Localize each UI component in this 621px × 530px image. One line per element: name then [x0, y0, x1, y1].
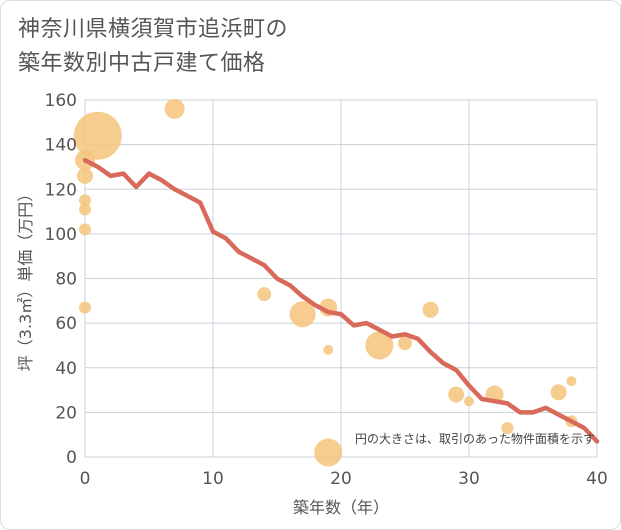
bubble-point [79, 194, 91, 207]
y-tick-label: 120 [45, 180, 77, 200]
bubble-point [422, 301, 439, 318]
chart-title-line-2: 築年数別中古戸建て価格 [18, 51, 266, 76]
bubble-point [464, 396, 474, 407]
bubble-point [79, 301, 91, 314]
bubble-point [323, 344, 334, 355]
x-tick-label: 10 [202, 469, 224, 489]
bubble-point [289, 301, 316, 328]
bubble-point [77, 167, 93, 184]
y-tick-label: 160 [45, 91, 77, 111]
x-axis-ticks: 0 10 20 30 40 [80, 469, 608, 489]
y-tick-label: 100 [45, 225, 77, 245]
x-tick-label: 20 [330, 469, 352, 489]
y-tick-label: 60 [55, 314, 77, 334]
x-axis-label: 築年数（年） [293, 498, 389, 517]
bubble-point [398, 336, 412, 351]
bubble-point [448, 386, 465, 403]
x-tick-label: 0 [80, 469, 91, 489]
y-axis-label: 坪（3.3㎡）単価（万円） [16, 186, 35, 371]
y-tick-label: 0 [66, 448, 77, 468]
y-tick-label: 140 [45, 136, 77, 156]
y-tick-label: 40 [55, 359, 77, 379]
average-price-line [82, 157, 600, 444]
x-tick-label: 30 [458, 469, 480, 489]
bubble-point [365, 331, 394, 360]
bubble-point [79, 223, 91, 236]
bubble-size-note: 円の大きさは、取引のあった物件面積を示す [355, 431, 595, 446]
bubble-point [314, 438, 343, 467]
chart-title: 神奈川県横須賀市追浜町の 築年数別中古戸建て価格 [18, 13, 288, 81]
bubble-point [79, 203, 91, 216]
bubble-point [73, 111, 122, 160]
chart-title-line-1: 神奈川県横須賀市追浜町の [18, 17, 289, 42]
bubble-point [164, 98, 185, 119]
bubble-point [566, 376, 577, 387]
bubble-point [257, 287, 272, 302]
bubble-point [550, 384, 567, 401]
y-tick-label: 20 [55, 403, 77, 423]
grid-lines [84, 99, 598, 458]
bubble-point [501, 421, 514, 434]
x-tick-label: 40 [586, 469, 608, 489]
y-tick-label: 80 [55, 270, 77, 290]
y-axis-ticks: 0 20 40 60 80 100 120 140 160 [45, 91, 77, 468]
